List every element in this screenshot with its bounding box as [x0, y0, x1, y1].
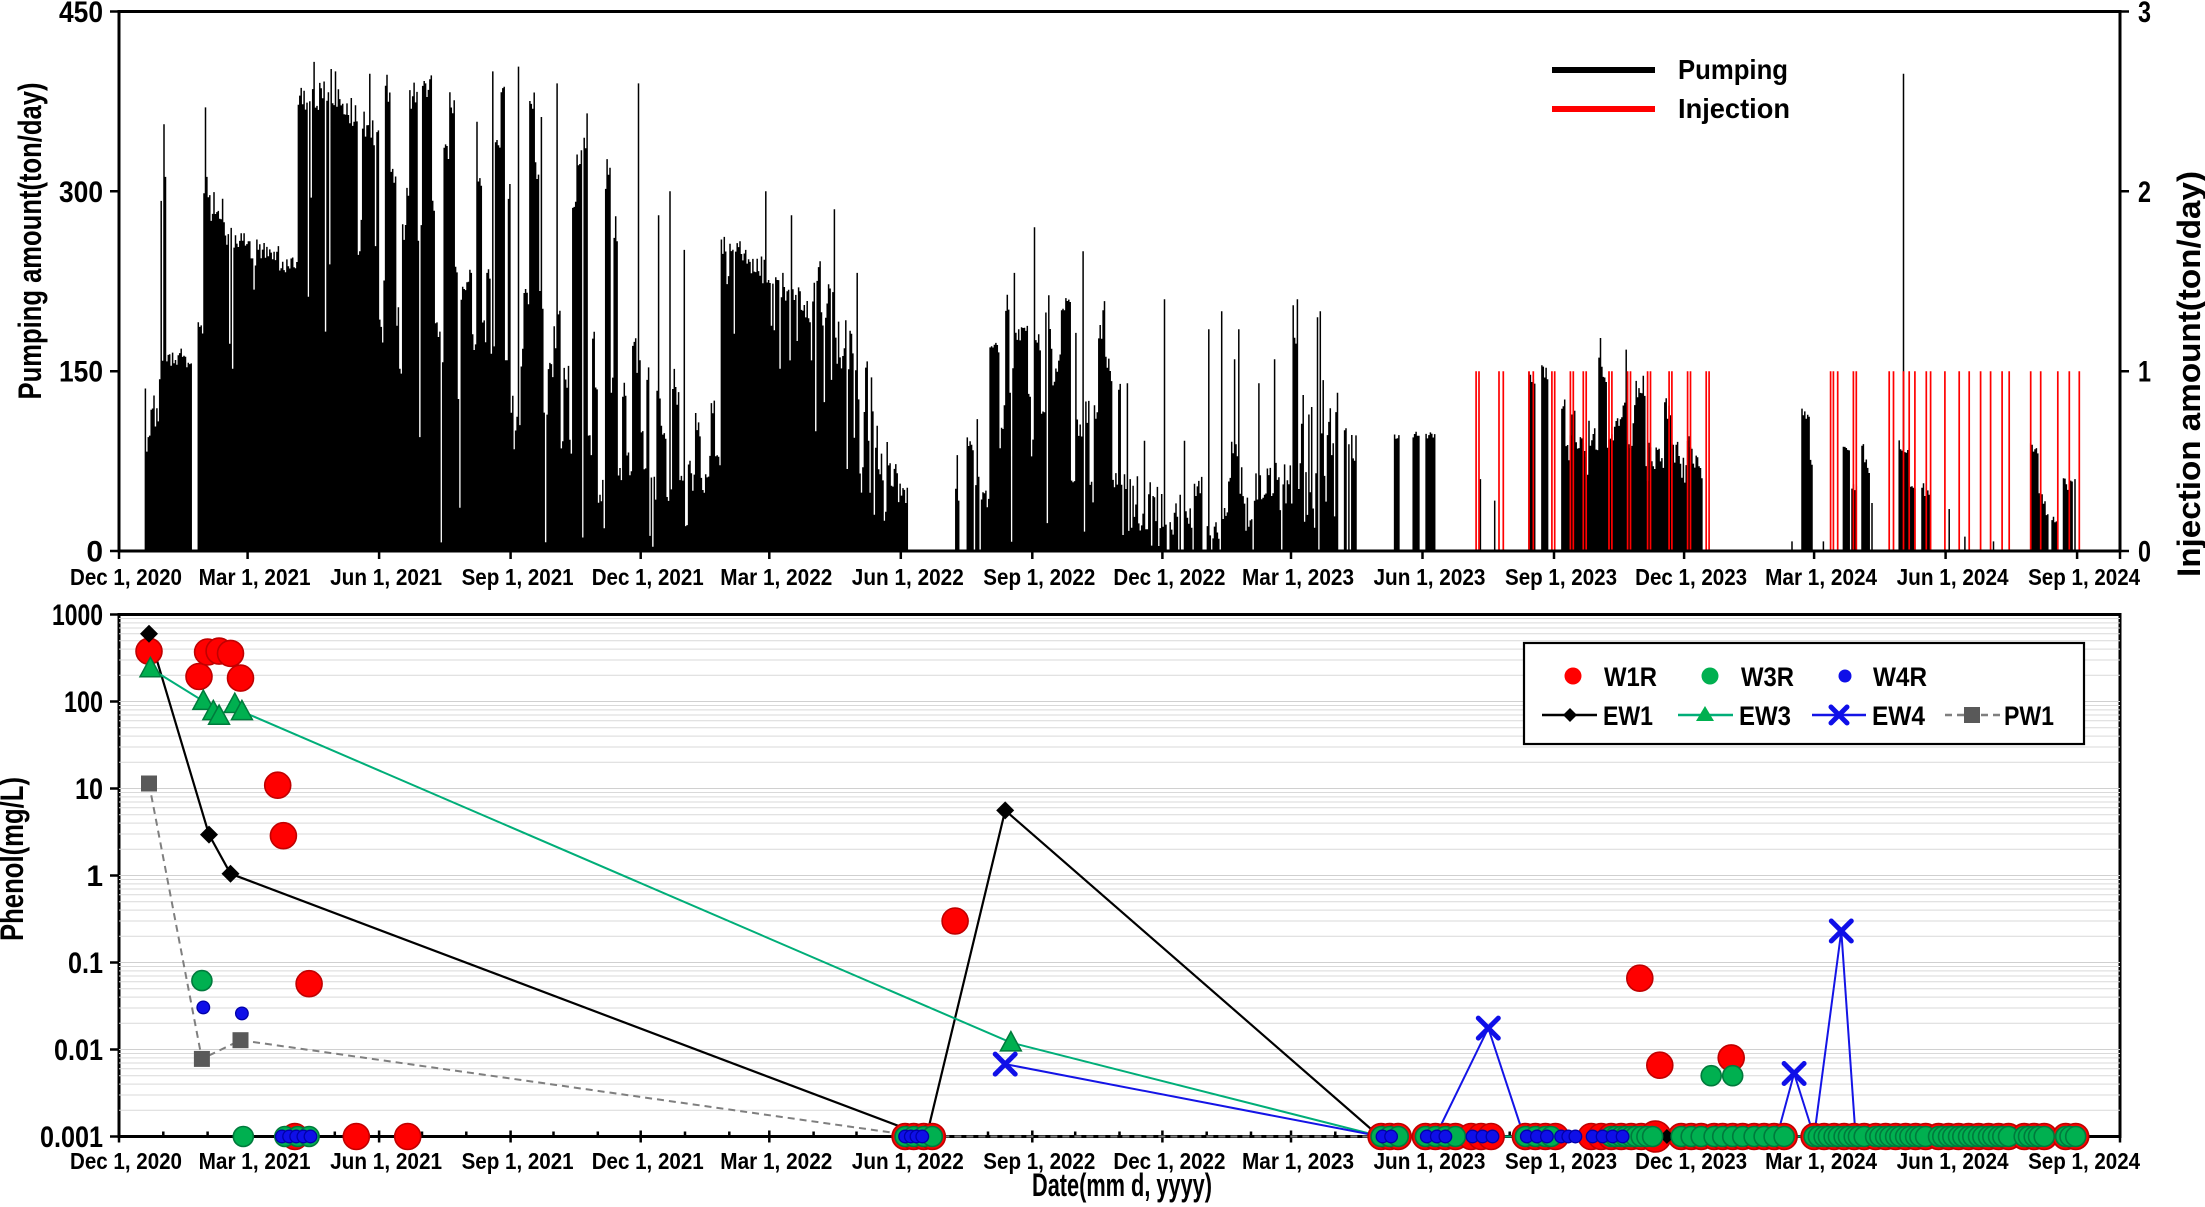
svg-text:100: 100 [64, 686, 103, 719]
svg-text:Mar 1, 2023: Mar 1, 2023 [1242, 564, 1354, 590]
svg-text:PW1: PW1 [2004, 701, 2054, 731]
svg-text:Pumping: Pumping [1678, 54, 1788, 85]
svg-text:0: 0 [86, 536, 103, 569]
svg-text:Sep 1, 2021: Sep 1, 2021 [462, 564, 574, 590]
svg-text:3: 3 [2138, 0, 2151, 29]
svg-text:Jun 1, 2021: Jun 1, 2021 [330, 564, 442, 590]
svg-text:Dec 1, 2020: Dec 1, 2020 [70, 564, 182, 590]
svg-text:Sep 1, 2022: Sep 1, 2022 [983, 564, 1095, 590]
svg-text:Dec 1, 2021: Dec 1, 2021 [592, 1148, 704, 1174]
svg-text:Jun 1, 2023: Jun 1, 2023 [1374, 564, 1486, 590]
svg-text:Sep 1, 2024: Sep 1, 2024 [2028, 1148, 2140, 1174]
svg-text:0: 0 [2138, 536, 2151, 569]
svg-text:450: 450 [59, 0, 103, 29]
svg-text:Jun 1, 2022: Jun 1, 2022 [852, 564, 964, 590]
svg-text:Pumping amount(ton/day): Pumping amount(ton/day) [12, 83, 48, 400]
svg-text:300: 300 [59, 176, 103, 209]
svg-text:Dec 1, 2023: Dec 1, 2023 [1635, 564, 1747, 590]
svg-text:Mar 1, 2024: Mar 1, 2024 [1765, 564, 1877, 590]
svg-text:W1R: W1R [1604, 662, 1657, 692]
svg-text:Phenol(mg/L): Phenol(mg/L) [0, 777, 30, 941]
svg-text:10: 10 [75, 773, 103, 806]
svg-text:Sep 1, 2021: Sep 1, 2021 [462, 1148, 574, 1174]
svg-text:Mar 1, 2021: Mar 1, 2021 [199, 564, 311, 590]
svg-text:Mar 1, 2023: Mar 1, 2023 [1242, 1148, 1354, 1174]
svg-text:Jun 1, 2024: Jun 1, 2024 [1897, 1148, 2009, 1174]
svg-text:1000: 1000 [52, 599, 103, 632]
svg-text:Sep 1, 2023: Sep 1, 2023 [1505, 564, 1617, 590]
svg-text:0.001: 0.001 [40, 1121, 103, 1154]
svg-text:Sep 1, 2023: Sep 1, 2023 [1505, 1148, 1617, 1174]
svg-text:Dec 1, 2021: Dec 1, 2021 [592, 564, 704, 590]
svg-text:Dec 1, 2020: Dec 1, 2020 [70, 1148, 182, 1174]
svg-text:Sep 1, 2024: Sep 1, 2024 [2028, 564, 2140, 590]
svg-text:EW4: EW4 [1872, 701, 1925, 731]
svg-text:Date(mm d, yyyy): Date(mm d, yyyy) [1032, 1167, 1212, 1203]
svg-text:Injection: Injection [1678, 93, 1790, 124]
svg-text:Sep 1, 2022: Sep 1, 2022 [983, 1148, 1095, 1174]
svg-text:Mar 1, 2024: Mar 1, 2024 [1765, 1148, 1877, 1174]
svg-text:1: 1 [86, 860, 103, 893]
svg-text:Jun 1, 2021: Jun 1, 2021 [330, 1148, 442, 1174]
svg-text:Dec 1, 2022: Dec 1, 2022 [1113, 564, 1225, 590]
svg-text:150: 150 [59, 356, 103, 389]
svg-text:Jun 1, 2024: Jun 1, 2024 [1897, 564, 2009, 590]
svg-text:W3R: W3R [1741, 662, 1794, 692]
svg-text:2: 2 [2138, 176, 2151, 209]
svg-text:Injection amount(ton/day): Injection amount(ton/day) [2171, 171, 2205, 577]
svg-text:1: 1 [2138, 356, 2151, 389]
svg-text:Mar 1, 2021: Mar 1, 2021 [199, 1148, 311, 1174]
svg-text:Mar 1, 2022: Mar 1, 2022 [720, 564, 832, 590]
svg-text:W4R: W4R [1873, 662, 1927, 692]
svg-text:Mar 1, 2022: Mar 1, 2022 [720, 1148, 832, 1174]
svg-text:0.1: 0.1 [68, 947, 103, 980]
svg-text:EW1: EW1 [1603, 701, 1653, 731]
svg-text:Jun 1, 2023: Jun 1, 2023 [1374, 1148, 1486, 1174]
svg-text:EW3: EW3 [1739, 701, 1791, 731]
svg-text:Dec 1, 2022: Dec 1, 2022 [1113, 1148, 1225, 1174]
svg-text:0.01: 0.01 [54, 1034, 103, 1067]
svg-text:Jun 1, 2022: Jun 1, 2022 [852, 1148, 964, 1174]
